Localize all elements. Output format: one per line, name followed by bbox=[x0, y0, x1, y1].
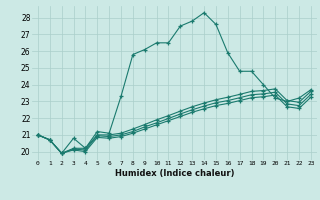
X-axis label: Humidex (Indice chaleur): Humidex (Indice chaleur) bbox=[115, 169, 234, 178]
